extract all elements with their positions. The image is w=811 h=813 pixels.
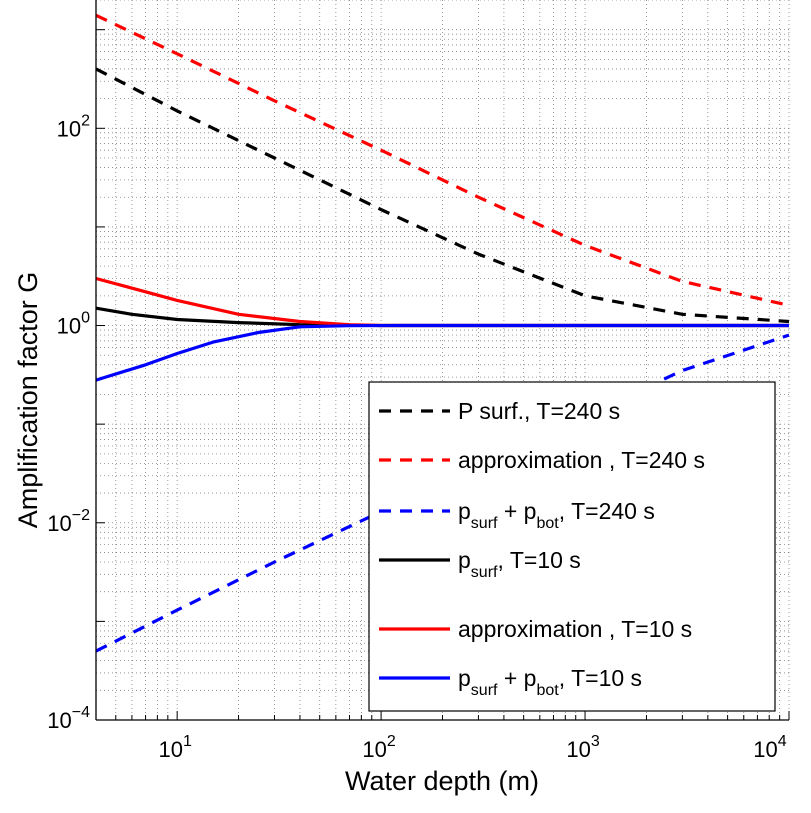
legend-label-6: psurf + pbot, T=10 s: [458, 665, 642, 699]
x-tick-label: 104: [753, 733, 786, 762]
y-axis-label: Amplification factor G: [13, 272, 43, 529]
x-tick-label: 101: [158, 733, 191, 762]
x-axis-label: Water depth (m): [345, 766, 539, 796]
y-tick-label-base: 10: [57, 314, 81, 339]
legend-label-part: + p: [497, 498, 536, 524]
x-tick-label-base: 10: [566, 737, 590, 762]
legend-label-part: , T=240 s: [559, 498, 655, 524]
series-line-6: [95, 323, 789, 382]
y-tick-label-exponent: −4: [72, 704, 90, 721]
legend-label-part: P surf., T=240 s: [458, 398, 620, 424]
legend-label-part: approximation , T=240 s: [458, 447, 705, 473]
x-tick-label: 103: [566, 733, 599, 762]
legend-label-part: approximation , T=10 s: [458, 616, 692, 642]
series-line-3: [95, 333, 790, 653]
legend-label-4: psurf, T=10 s: [458, 547, 581, 581]
x-tick-label-exponent: 1: [183, 733, 192, 750]
legend-label-2: approximation , T=240 s: [458, 447, 705, 473]
legend-label-part: , T=10 s: [559, 665, 642, 691]
y-tick-label: 102: [57, 112, 90, 141]
x-tick-label-exponent: 2: [387, 733, 396, 750]
y-tick-label: 100: [57, 310, 90, 339]
legend-label-part: p: [458, 665, 471, 691]
legend-label-subscript: surf: [471, 515, 498, 532]
x-tick-label-base: 10: [158, 737, 182, 762]
legend-label-subscript: surf: [471, 564, 498, 581]
legend: P surf., T=240 s approximation , T=240 s p…: [368, 381, 776, 712]
y-tick-label-exponent: 2: [81, 112, 90, 129]
x-tick-label-base: 10: [362, 737, 386, 762]
legend-label-3: psurf + pbot, T=240 s: [458, 498, 655, 532]
x-tick-label-exponent: 4: [778, 733, 787, 750]
series-lines: [95, 13, 790, 653]
series-line-1: [95, 67, 790, 324]
legend-label-part: p: [458, 498, 471, 524]
y-tick-label-exponent: −2: [72, 507, 90, 524]
y-tick-label-base: 10: [47, 511, 71, 536]
legend-label-subscript: bot: [536, 515, 559, 532]
legend-label-part: , T=10 s: [497, 547, 580, 573]
y-tick-label-base: 10: [57, 116, 81, 141]
legend-label-subscript: bot: [536, 682, 559, 699]
y-tick-label: 10−4: [47, 704, 90, 733]
series-line-2: [95, 13, 790, 307]
x-tick-label-base: 10: [753, 737, 777, 762]
legend-label-part: + p: [497, 665, 536, 691]
y-tick-label: 10−2: [47, 507, 90, 536]
legend-label-5: approximation , T=10 s: [458, 616, 692, 642]
legend-label-subscript: surf: [471, 682, 498, 699]
x-tick-label: 102: [362, 733, 395, 762]
y-tick-label-base: 10: [47, 708, 71, 733]
x-tick-label-exponent: 3: [591, 733, 600, 750]
legend-box: [368, 381, 776, 712]
legend-label-part: p: [458, 547, 471, 573]
y-tick-label-exponent: 0: [81, 310, 90, 327]
legend-label-1: P surf., T=240 s: [458, 398, 620, 424]
